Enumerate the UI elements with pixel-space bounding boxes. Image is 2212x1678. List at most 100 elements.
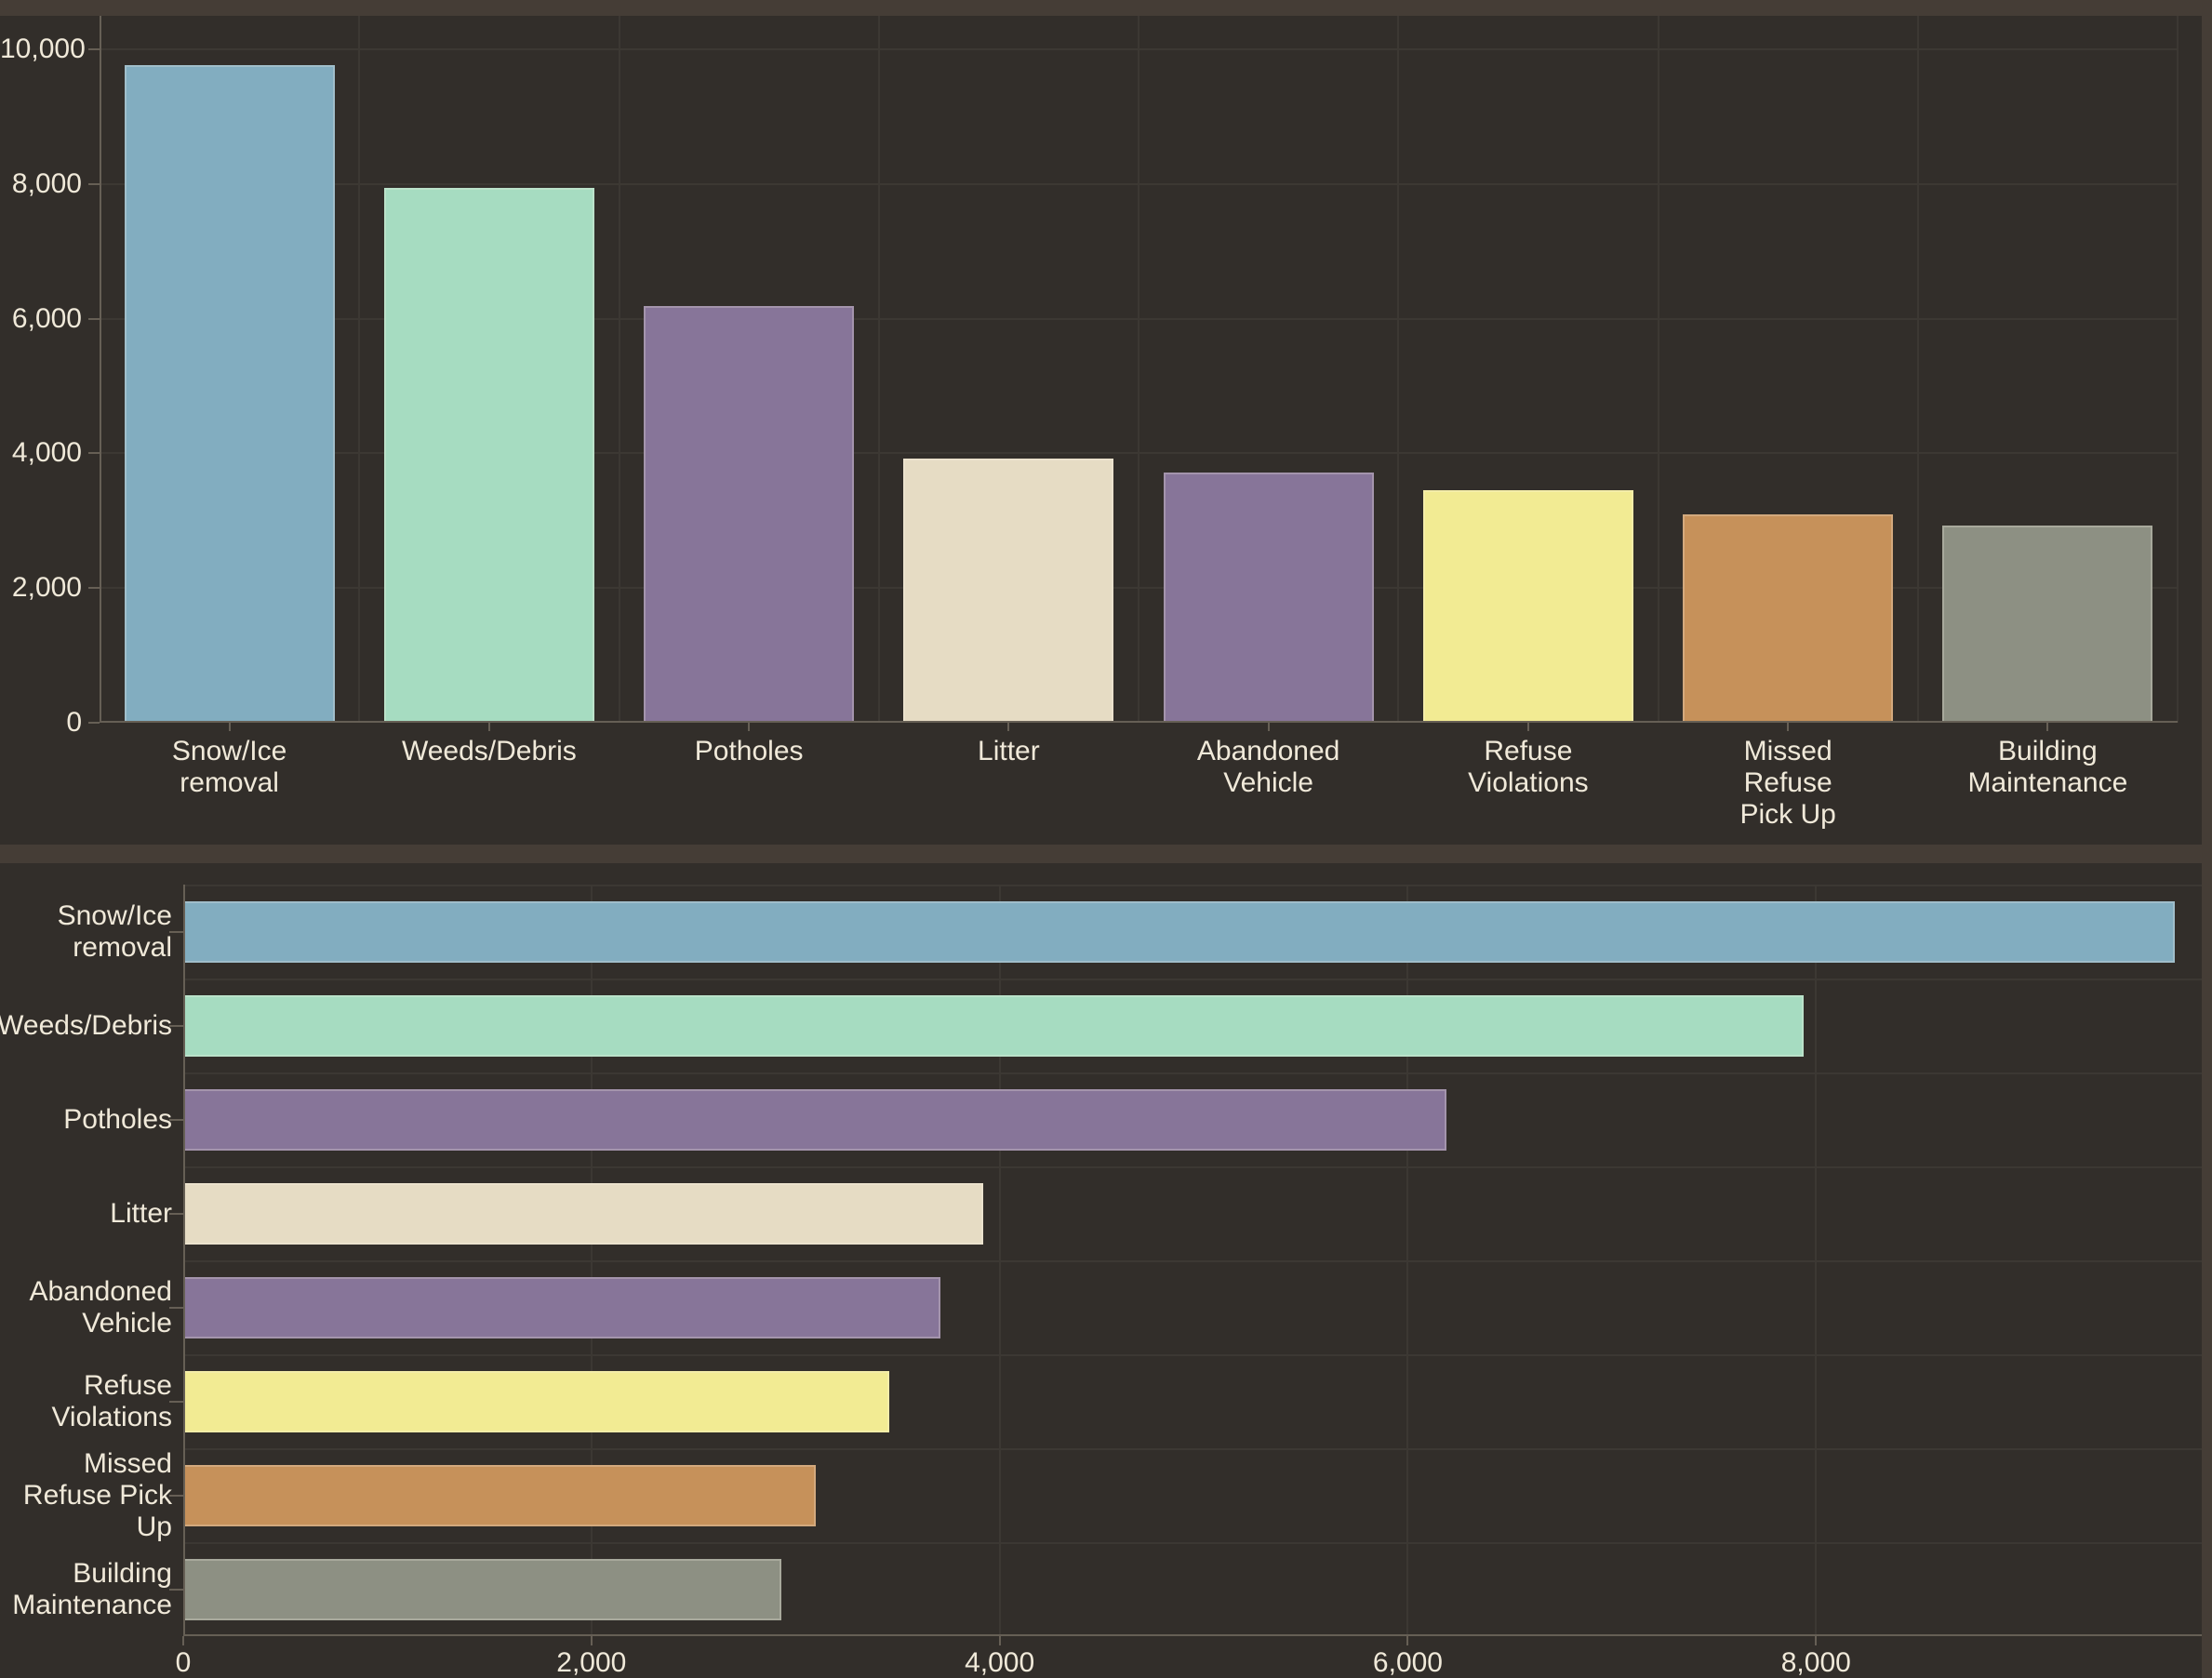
y-axis-tick-label: 0	[66, 707, 82, 738]
tick-mark	[169, 1024, 183, 1027]
category-label-building-maintenance: Building Maintenance	[12, 1557, 172, 1620]
bar-chart-plot-area	[169, 885, 2202, 1636]
category-label-row: Refuse Violations	[0, 1354, 172, 1448]
x-axis-tick-label: 2,000	[556, 1647, 627, 1678]
category-label-weeds-debris: Weeds/Debris	[401, 736, 577, 766]
gridline	[2177, 16, 2179, 723]
column-chart-plot-area	[100, 16, 2179, 731]
tick-mark	[88, 722, 100, 724]
bar-building-maintenance[interactable]	[1942, 525, 2153, 723]
gridline	[183, 1448, 2202, 1450]
gridline	[358, 16, 361, 723]
category-label-abandoned-vehicle: Abandoned Vehicle	[29, 1275, 173, 1338]
tick-mark	[487, 723, 490, 731]
tick-mark	[1267, 723, 1270, 731]
horizontal-bar-chart-card: Snow/Ice removal Weeds/Debris Potholes Litt…	[0, 863, 2202, 1678]
tick-mark	[88, 587, 100, 590]
gridline	[1406, 885, 1409, 1636]
gridline	[998, 885, 1001, 1636]
gridline	[183, 1072, 2202, 1074]
category-label-litter: Litter	[110, 1197, 172, 1229]
tick-mark	[1815, 1636, 1818, 1645]
tick-mark	[88, 182, 100, 185]
gridline	[100, 587, 2178, 590]
x-axis-tick-label: 8,000	[1780, 1647, 1851, 1678]
category-label-refuse-violations: Refuse Violations	[1468, 736, 1589, 798]
tick-mark	[2046, 723, 2049, 731]
category-label-row: Abandoned Vehicle	[0, 1260, 173, 1354]
category-label-missed-refuse-pick-up: Missed Refuse Pick Up	[22, 1447, 172, 1542]
tick-mark	[88, 317, 100, 320]
category-label-snow-ice-removal: Snow/Ice removal	[171, 736, 287, 798]
bar-litter[interactable]	[903, 459, 1114, 723]
bar-potholes[interactable]	[183, 1088, 1447, 1151]
y-axis-line	[183, 885, 185, 1636]
tick-mark	[748, 723, 751, 731]
bar-abandoned-vehicle[interactable]	[1163, 473, 1374, 723]
gridline	[183, 979, 2202, 980]
tick-mark	[169, 1212, 183, 1215]
category-label-row: Potholes	[0, 1072, 172, 1166]
gridline	[183, 885, 2202, 886]
bar-snow-ice-removal[interactable]	[183, 900, 2176, 963]
category-label-missed-refuse-pick-up: Missed Refuse Pick Up	[1739, 736, 1836, 830]
category-label-abandoned-vehicle: Abandoned Vehicle	[1196, 736, 1340, 798]
bar-litter[interactable]	[183, 1182, 984, 1245]
bar-abandoned-vehicle[interactable]	[183, 1276, 941, 1338]
bar-building-maintenance[interactable]	[183, 1558, 781, 1620]
gridline	[1815, 885, 1818, 1636]
x-axis-line	[100, 721, 2178, 723]
tick-mark	[1406, 1636, 1409, 1645]
tick-mark	[1787, 723, 1790, 731]
tick-mark	[182, 1636, 184, 1645]
bar-missed-refuse-pick-up[interactable]	[183, 1464, 817, 1526]
bar-weeds-debris[interactable]	[183, 994, 1805, 1057]
tick-mark	[998, 1636, 1001, 1645]
category-label-snow-ice-removal: Snow/Ice removal	[57, 899, 172, 963]
category-label-row: Litter	[0, 1166, 172, 1260]
bar-weeds-debris[interactable]	[383, 188, 594, 723]
category-label-row: Weeds/Debris	[0, 979, 172, 1072]
tick-mark	[169, 1118, 183, 1121]
tick-mark	[169, 1494, 183, 1497]
x-axis-tick-label: 0	[175, 1647, 192, 1678]
tick-mark	[169, 1588, 183, 1591]
gridline	[877, 16, 880, 723]
category-label-potholes: Potholes	[63, 1103, 172, 1135]
gridline	[100, 452, 2178, 455]
gridline	[1397, 16, 1400, 723]
gridline	[183, 1354, 2202, 1356]
gridline	[100, 317, 2178, 320]
bar-snow-ice-removal[interactable]	[124, 65, 335, 723]
gridline	[183, 1542, 2202, 1544]
tick-mark	[590, 1636, 593, 1645]
gridline	[183, 1260, 2202, 1262]
bar-refuse-violations[interactable]	[183, 1370, 890, 1432]
tick-mark	[169, 1400, 183, 1403]
gridline	[183, 1166, 2202, 1168]
bar-missed-refuse-pick-up[interactable]	[1683, 513, 1894, 723]
column-chart-card: Snow/Ice removal Weeds/Debris Potholes Litt…	[0, 16, 2202, 845]
y-axis-tick-label: 4,000	[11, 437, 82, 469]
gridline	[618, 16, 620, 723]
bar-potholes[interactable]	[644, 305, 855, 723]
gridline	[100, 48, 2178, 50]
category-label-litter: Litter	[978, 736, 1040, 766]
category-label-potholes: Potholes	[694, 736, 804, 766]
category-label-refuse-violations: Refuse Violations	[51, 1369, 172, 1432]
x-axis-tick-label: 4,000	[965, 1647, 1035, 1678]
tick-mark	[88, 452, 100, 455]
category-label-row: Missed Refuse Pick Up	[0, 1448, 172, 1542]
y-axis-tick-label: 6,000	[11, 302, 82, 334]
gridline	[1916, 16, 1919, 723]
tick-mark	[1526, 723, 1529, 731]
y-axis-tick-label: 8,000	[11, 167, 82, 199]
bar-refuse-violations[interactable]	[1422, 489, 1633, 723]
x-axis-line	[183, 1634, 2202, 1636]
category-label-building-maintenance: Building Maintenance	[1967, 736, 2128, 798]
tick-mark	[1007, 723, 1010, 731]
gridline	[590, 885, 593, 1636]
gridline	[100, 182, 2178, 185]
y-axis-tick-label: 2,000	[11, 572, 82, 604]
y-axis-line	[100, 16, 101, 723]
